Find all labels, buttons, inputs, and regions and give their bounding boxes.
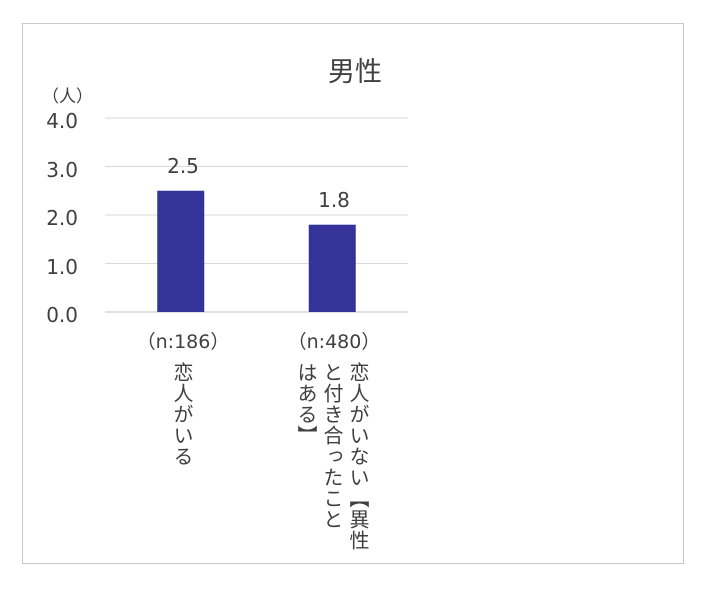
y-tick-label: 0.0	[46, 303, 78, 327]
category-label-line: 恋人がいない【異性	[346, 362, 370, 551]
chart-title: 男性	[328, 57, 382, 88]
data-label: 1.8	[318, 188, 350, 212]
y-unit-label: （人）	[42, 87, 93, 107]
bar	[308, 224, 356, 312]
bar	[157, 190, 205, 312]
category-n-label: （n:186）	[136, 331, 230, 353]
y-tick-label: 4.0	[46, 109, 78, 133]
y-tick-label: 3.0	[46, 158, 78, 182]
category-label-line: と付き合ったこと	[320, 362, 344, 530]
y-tick-label: 2.0	[46, 206, 78, 230]
data-label: 2.5	[167, 154, 199, 178]
category-label-line: はある】	[294, 362, 318, 446]
category-n-label: （n:480）	[287, 331, 381, 353]
category-label: 恋人がいる	[170, 362, 194, 467]
y-tick-label: 1.0	[46, 255, 78, 279]
